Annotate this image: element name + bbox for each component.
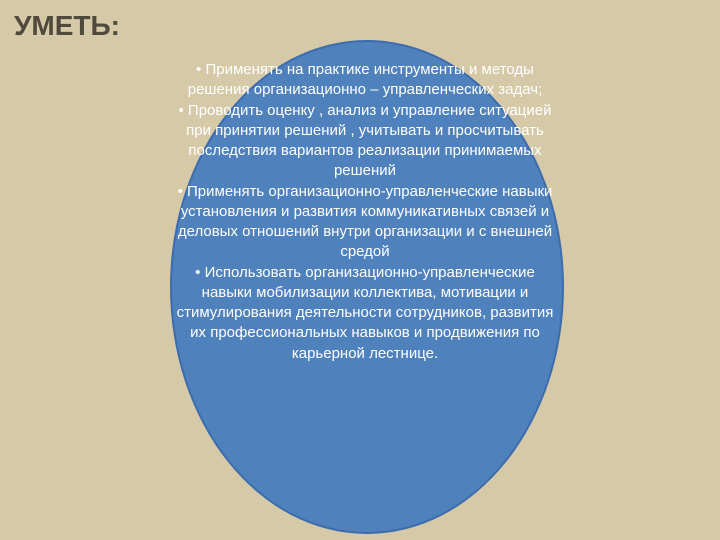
list-item: Применять организационно-управленческие … <box>170 182 560 263</box>
page-title: УМЕТЬ: <box>14 10 120 42</box>
list-item: Использовать организационно-управленческ… <box>170 263 560 364</box>
list-item: Проводить оценку , анализ и управление с… <box>170 101 560 182</box>
bullet-list: Применять на практике инструменты и мето… <box>170 60 560 364</box>
list-item: Применять на практике инструменты и мето… <box>170 60 560 101</box>
